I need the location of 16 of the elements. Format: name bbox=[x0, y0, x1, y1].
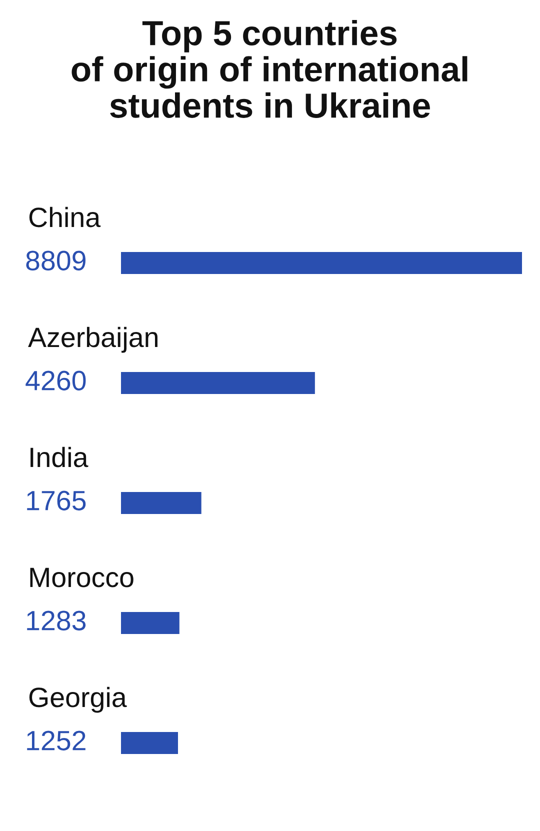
bar bbox=[121, 612, 180, 634]
y-tick-label: Morocco bbox=[30, 568, 134, 588]
data-label: 1283 bbox=[27, 610, 86, 630]
data-label: 8809 bbox=[26, 250, 86, 270]
y-tick-label: China bbox=[29, 206, 101, 228]
y-tick-label: Georgia bbox=[29, 686, 127, 713]
y-tick-label: India bbox=[30, 446, 88, 468]
data-label: 1765 bbox=[27, 490, 86, 510]
bar bbox=[121, 732, 178, 754]
bar bbox=[121, 252, 522, 274]
data-label: 4260 bbox=[26, 370, 86, 390]
bar bbox=[121, 372, 315, 394]
bar bbox=[121, 492, 202, 514]
data-label: 1252 bbox=[27, 730, 86, 750]
y-tick-label: Azerbaijan bbox=[28, 326, 158, 353]
chart-title: Top 5 countries of origin of international students in Ukraine bbox=[72, 20, 468, 118]
